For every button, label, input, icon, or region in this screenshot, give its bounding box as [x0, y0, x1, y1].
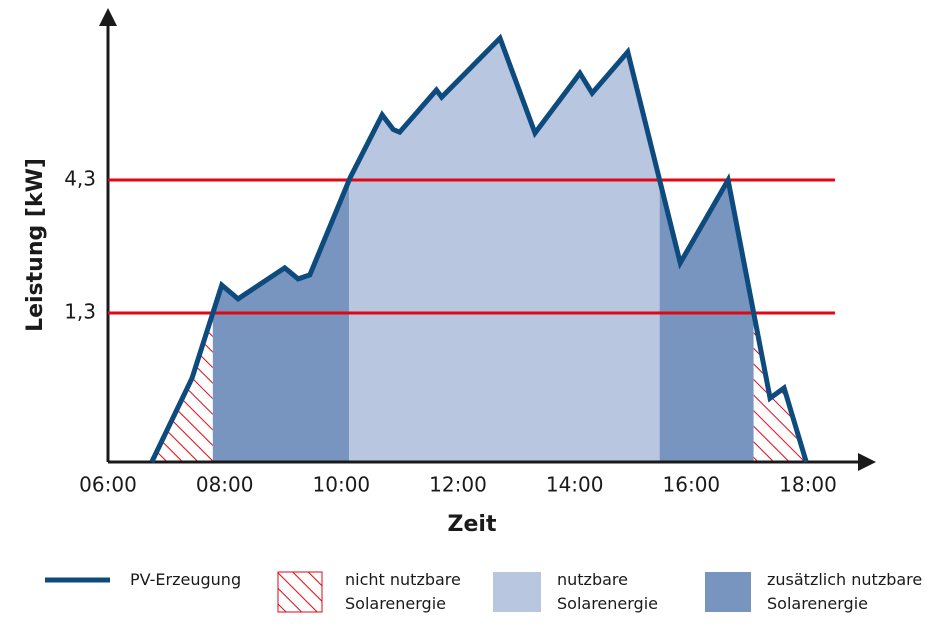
legend-swatch [277, 571, 323, 613]
x-axis-arrow [858, 453, 876, 471]
y-axis-title: Leistung [kW] [23, 158, 48, 332]
legend-label: nutzbare Solarenergie [557, 570, 658, 613]
legend-label: PV-Erzeugung [130, 570, 242, 589]
x-tick-label: 06:00 [79, 473, 137, 497]
area-region [349, 38, 660, 462]
legend-label: zusätzlich nutzbare Solarenergie [767, 570, 923, 613]
area-region [659, 180, 754, 462]
legend-label: nicht nutzbare Solarenergie [345, 570, 461, 613]
x-tick-label: 10:00 [313, 473, 371, 497]
legend-swatch [705, 572, 751, 612]
y-tick-label: 4,3 [64, 167, 96, 191]
x-tick-label: 16:00 [663, 473, 721, 497]
legend-swatch [493, 572, 541, 612]
y-tick-label: 1,3 [64, 300, 96, 324]
area-region [151, 313, 213, 462]
x-axis-title: Zeit [448, 512, 497, 537]
y-axis-arrow [99, 8, 117, 26]
x-tick-label: 08:00 [196, 473, 254, 497]
area-region [212, 180, 350, 462]
pv-line [149, 33, 809, 464]
x-tick-label: 14:00 [546, 473, 604, 497]
x-tick-label: 12:00 [429, 473, 487, 497]
x-tick-label: 18:00 [779, 473, 837, 497]
